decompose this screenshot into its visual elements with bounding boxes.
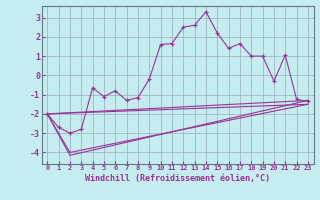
X-axis label: Windchill (Refroidissement éolien,°C): Windchill (Refroidissement éolien,°C) bbox=[85, 174, 270, 183]
